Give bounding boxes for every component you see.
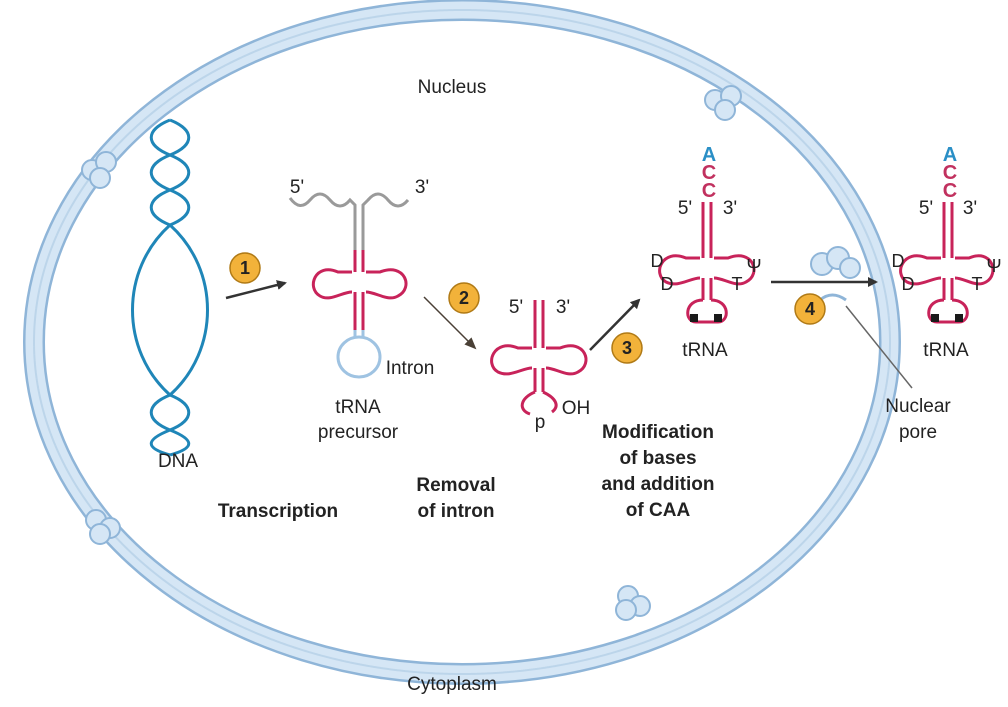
mature-5-prime: 5'	[678, 198, 692, 219]
cytoplasm-label: Cytoplasm	[407, 674, 497, 695]
nuclear-pore-label-line2: pore	[899, 422, 937, 443]
svg-text:2: 2	[459, 288, 469, 308]
trna-mature-nuclear	[658, 202, 756, 324]
transcription-arrow	[225, 280, 287, 300]
pore-export	[810, 246, 861, 302]
splicing-arrow	[423, 296, 477, 350]
cyto-3-prime: 3'	[963, 198, 977, 219]
spliced-3-prime: 3'	[556, 297, 570, 318]
trna-exported-label: tRNA	[923, 340, 969, 361]
split-anticodon-arm-3	[542, 390, 558, 414]
modification-arrow	[589, 298, 641, 351]
trna-mature-cytoplasmic	[899, 202, 995, 324]
cyto-5-prime: 5'	[919, 198, 933, 219]
svg-text:3: 3	[622, 338, 632, 358]
removal-caption-line2: of intron	[417, 501, 494, 522]
precursor-5-prime-leader	[288, 192, 357, 250]
nuclear-acceptor-c2: C	[702, 180, 716, 202]
nuclear-pore-pointer	[845, 305, 913, 389]
cyto-mod-d-upper: D	[892, 251, 905, 271]
intron-label: Intron	[386, 358, 435, 379]
step-3-badge: 3	[611, 332, 643, 364]
precursor-5-prime: 5'	[290, 177, 304, 198]
split-anticodon-arm-5	[520, 390, 536, 416]
nuclear-acceptor-c1: C	[702, 162, 716, 184]
cyto-mod-t: T	[972, 274, 983, 294]
step-2-badge: 2	[448, 282, 480, 314]
precursor-label-line2: precursor	[318, 422, 399, 443]
nucleus-label: Nucleus	[418, 77, 487, 98]
dna-label: DNA	[158, 451, 198, 472]
cyto-acceptor-c2: C	[943, 180, 957, 202]
cyto-acceptor-c1: C	[943, 162, 957, 184]
nuclear-acceptor-a: A	[702, 144, 716, 166]
trna-spliced	[490, 300, 588, 416]
modification-caption-line1: Modification	[602, 422, 714, 443]
cyto-acceptor-a: A	[943, 144, 957, 166]
svg-text:1: 1	[240, 258, 250, 278]
pore-left	[81, 151, 117, 189]
trna-precursor	[288, 192, 410, 379]
precursor-3-prime: 3'	[415, 177, 429, 198]
svg-text:4: 4	[805, 299, 815, 319]
mod-t: T	[732, 274, 743, 294]
mod-d-lower: D	[661, 274, 674, 294]
cyto-mod-d-lower: D	[902, 274, 915, 294]
mod-d-upper: D	[651, 251, 664, 271]
step-4-badge: 4	[794, 293, 826, 325]
precursor-label-line1: tRNA	[335, 397, 381, 418]
nuclear-pore-label-line1: Nuclear	[885, 396, 951, 417]
removal-caption-line1: Removal	[416, 475, 495, 496]
nuclear-pores	[81, 85, 861, 621]
transcription-caption: Transcription	[218, 501, 338, 522]
trna-modified-label: tRNA	[682, 340, 728, 361]
phosphate-label: p	[535, 412, 546, 433]
mature-3-prime: 3'	[723, 198, 737, 219]
pore-bottom-left	[85, 509, 121, 545]
cyto-mod-psi: Ψ	[986, 256, 1001, 276]
hydroxyl-label: OH	[562, 398, 591, 419]
spliced-5-prime: 5'	[509, 297, 523, 318]
modification-caption-line4: of CAA	[626, 500, 691, 521]
precursor-3-prime-trailer	[361, 192, 410, 250]
modification-caption-line3: and addition	[602, 474, 715, 495]
mod-psi: Ψ	[746, 256, 761, 276]
step-1-badge: 1	[229, 252, 261, 284]
pore-top	[704, 85, 742, 121]
dna-helix	[131, 118, 209, 457]
pore-bottom	[615, 585, 651, 621]
nuclear-envelope	[23, 0, 901, 685]
intron-loop	[336, 335, 382, 379]
modification-caption-line2: of bases	[619, 448, 696, 469]
